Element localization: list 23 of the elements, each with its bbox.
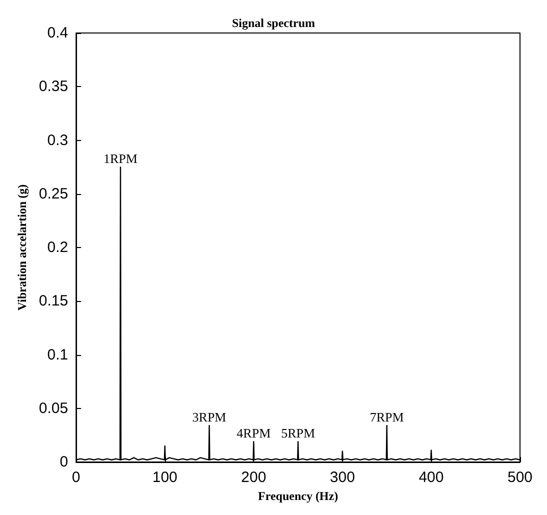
annotation: 7RPM [370,410,404,425]
y-tick-label: 0.3 [47,132,68,149]
chart-title: Signal spectrum [232,16,316,30]
x-tick-label: 0 [72,469,80,486]
y-tick-label: 0.2 [47,239,68,256]
y-tick-label: 0.25 [38,185,68,202]
y-tick-label: 0 [60,454,68,470]
x-tick-label: 500 [507,469,533,486]
y-tick-label: 0.35 [38,78,68,96]
y-tick-label: 0.05 [38,400,68,417]
x-tick-label: 100 [152,469,178,486]
y-tick-label: 0.1 [47,346,68,364]
x-tick-label: 400 [418,469,444,486]
x-tick-label: 300 [330,469,355,486]
annotation: 4RPM [236,426,272,441]
x-tick-label: 200 [241,469,266,486]
x-axis-title: Frequency (Hz) [258,489,338,503]
y-tick-label: 0.15 [38,292,68,310]
y-axis-title: Vibration accelartion (g) [15,184,29,311]
y-tick-label: 0.4 [47,24,68,42]
annotation: 3RPM [192,410,227,425]
annotation: 5RPM [281,426,316,441]
annotation: 1RPM [104,151,138,166]
